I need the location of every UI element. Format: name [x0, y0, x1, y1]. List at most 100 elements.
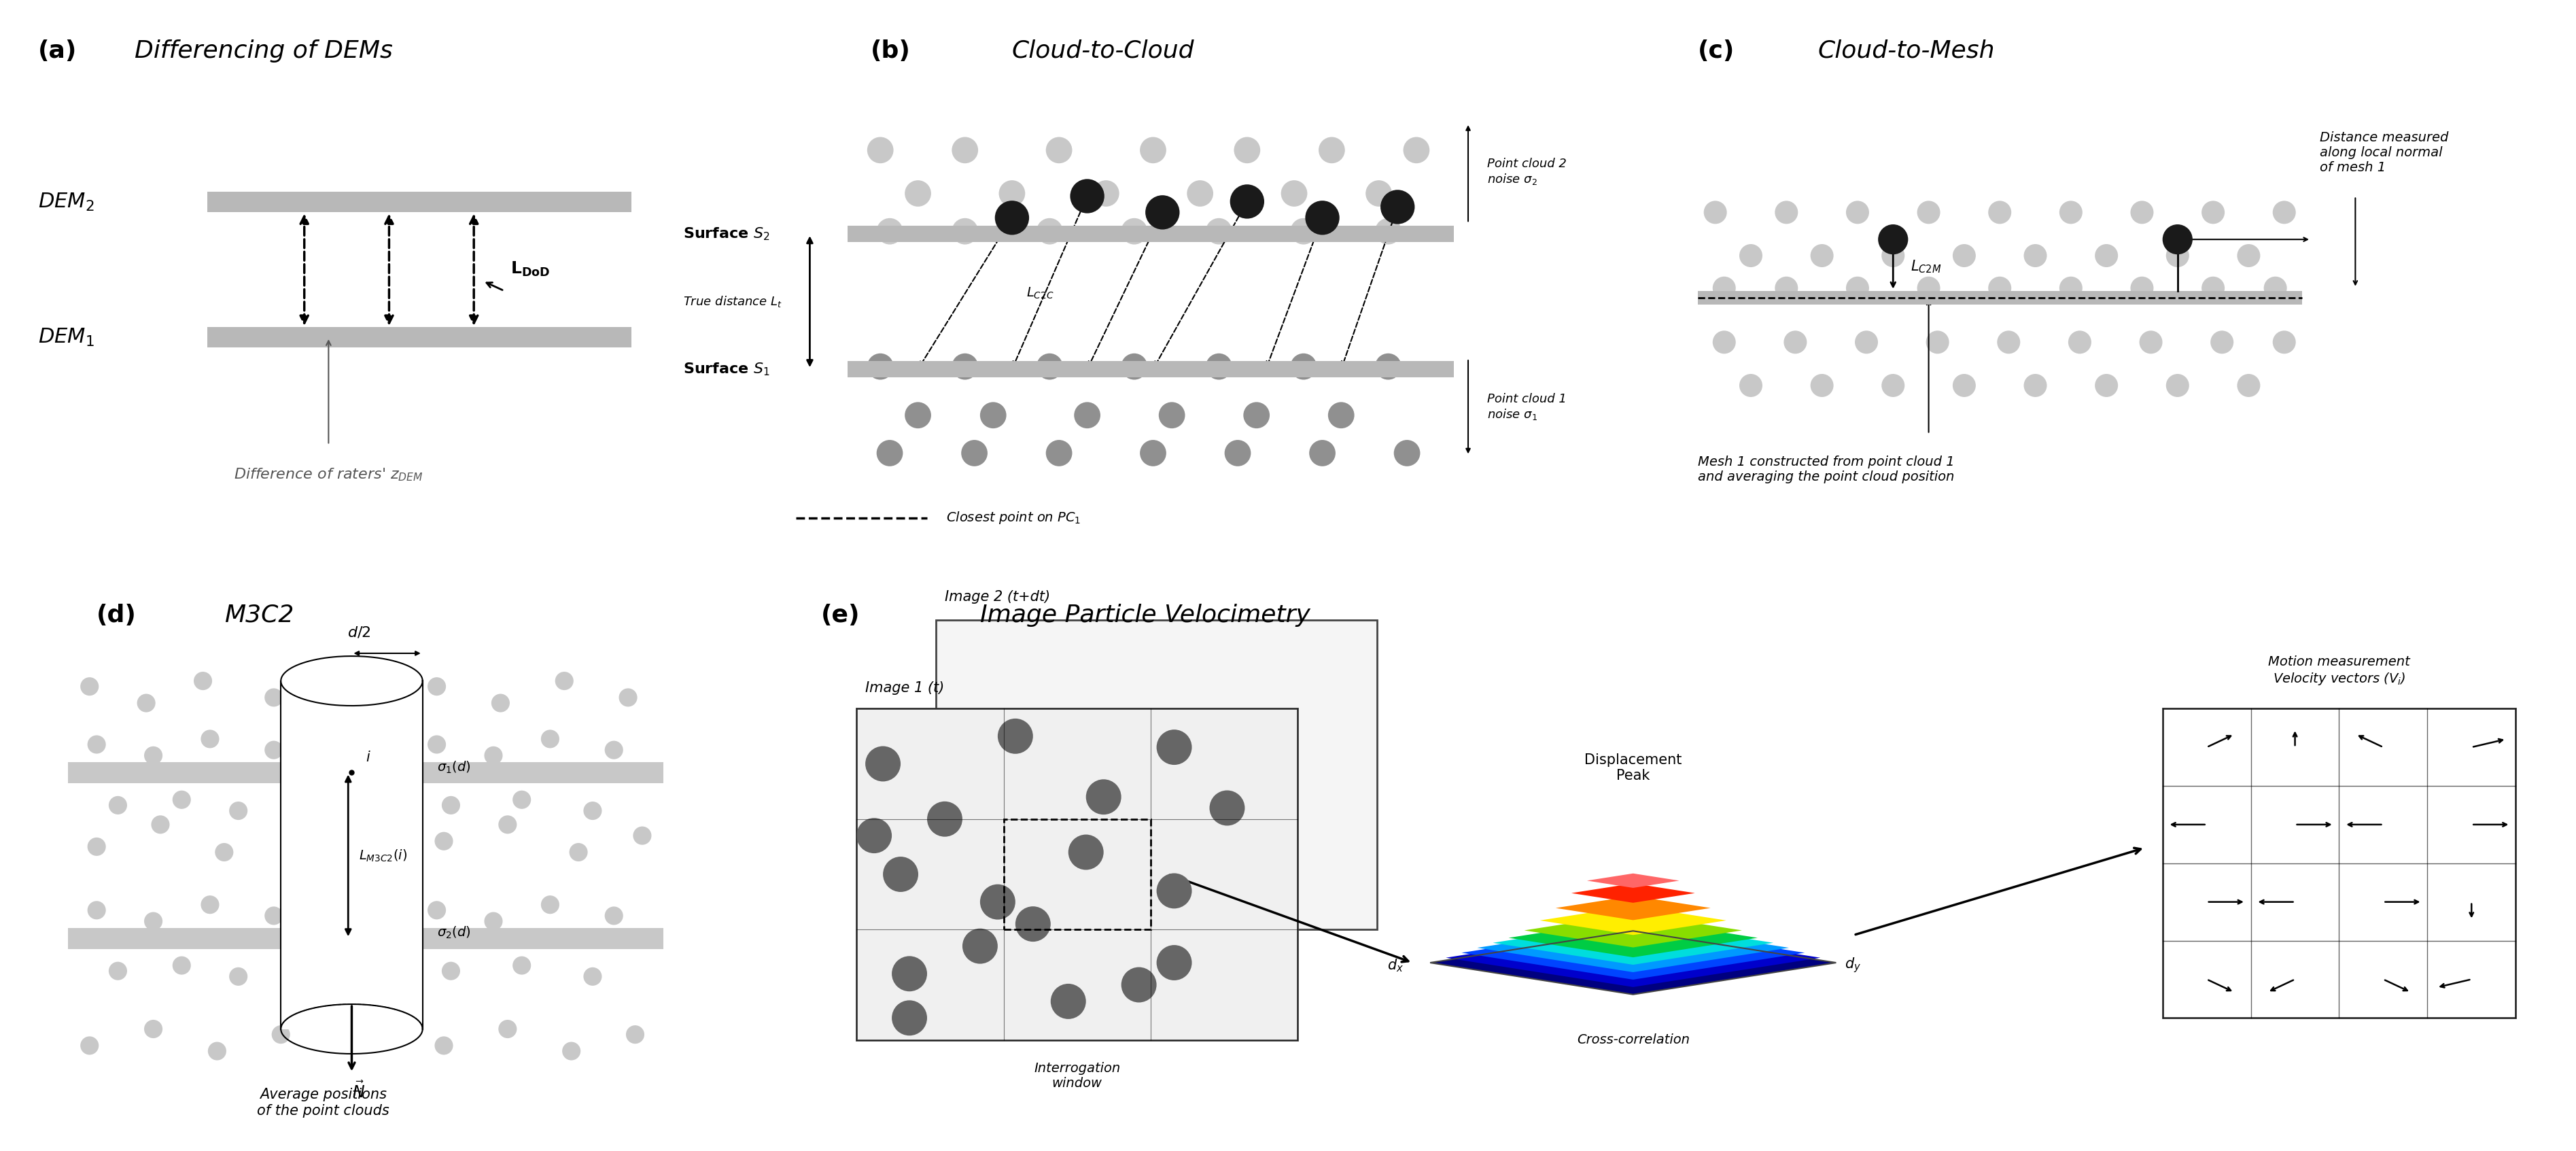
Ellipse shape [1157, 945, 1193, 981]
Ellipse shape [1327, 402, 1355, 428]
Ellipse shape [2161, 224, 2192, 254]
Ellipse shape [80, 677, 98, 695]
Ellipse shape [513, 791, 531, 809]
Text: $\sigma_1(d)$: $\sigma_1(d)$ [438, 760, 471, 775]
Ellipse shape [1783, 330, 1806, 353]
Text: Displacement
Peak: Displacement Peak [1584, 753, 1682, 783]
Ellipse shape [626, 1026, 644, 1044]
Ellipse shape [541, 895, 559, 914]
Ellipse shape [1291, 353, 1316, 380]
Ellipse shape [2069, 330, 2092, 353]
Ellipse shape [618, 688, 636, 707]
Ellipse shape [2058, 200, 2081, 224]
Bar [1002, 820, 1151, 930]
Ellipse shape [1208, 791, 1244, 825]
Ellipse shape [1306, 200, 1340, 235]
Ellipse shape [497, 1020, 518, 1038]
Text: $\mathit{DEM}_2$: $\mathit{DEM}_2$ [39, 191, 93, 213]
Ellipse shape [605, 741, 623, 760]
Ellipse shape [229, 801, 247, 820]
Ellipse shape [1146, 196, 1180, 229]
Bar [848, 361, 1453, 378]
Text: (e): (e) [822, 603, 860, 626]
Ellipse shape [1844, 200, 1868, 224]
Ellipse shape [1878, 224, 1909, 254]
Ellipse shape [951, 353, 979, 380]
Ellipse shape [582, 801, 603, 820]
Ellipse shape [173, 956, 191, 975]
Ellipse shape [1291, 219, 1316, 244]
Ellipse shape [2200, 276, 2223, 299]
Text: Interrogation
window: Interrogation window [1033, 1062, 1121, 1090]
Ellipse shape [1157, 874, 1193, 908]
Ellipse shape [1069, 834, 1103, 870]
Ellipse shape [562, 1042, 580, 1060]
Text: Point cloud 2
noise $\sigma_2$: Point cloud 2 noise $\sigma_2$ [1486, 158, 1566, 186]
Text: $d_y$: $d_y$ [1844, 956, 1860, 975]
Ellipse shape [997, 718, 1033, 754]
Ellipse shape [1924, 330, 1947, 353]
Ellipse shape [1365, 181, 1391, 206]
Ellipse shape [108, 962, 126, 981]
Ellipse shape [1989, 276, 2012, 299]
Ellipse shape [1121, 967, 1157, 1003]
Ellipse shape [961, 929, 997, 963]
Bar [1698, 291, 2300, 304]
Text: (a): (a) [39, 39, 77, 62]
Bar [206, 327, 631, 348]
Bar [281, 681, 422, 1029]
Ellipse shape [1811, 244, 1834, 267]
Ellipse shape [1206, 219, 1231, 244]
Text: True distance $L_t$: True distance $L_t$ [683, 295, 783, 308]
Ellipse shape [144, 746, 162, 764]
Ellipse shape [1188, 181, 1213, 206]
Polygon shape [1445, 929, 1819, 988]
Text: Surface $S_1$: Surface $S_1$ [683, 361, 770, 378]
Ellipse shape [1244, 402, 1270, 428]
Text: $L_{C2C}$: $L_{C2C}$ [1025, 287, 1054, 300]
Bar [67, 762, 665, 783]
Ellipse shape [2130, 276, 2154, 299]
Ellipse shape [1880, 374, 1904, 397]
Polygon shape [1430, 931, 1837, 994]
Polygon shape [1461, 925, 1803, 980]
Ellipse shape [2272, 200, 2295, 224]
Ellipse shape [209, 1042, 227, 1060]
Text: $d/2$: $d/2$ [348, 625, 371, 640]
Ellipse shape [2264, 276, 2287, 299]
Ellipse shape [1376, 219, 1401, 244]
Polygon shape [1556, 895, 1710, 920]
Polygon shape [1476, 923, 1788, 973]
Ellipse shape [2200, 200, 2223, 224]
Text: (c): (c) [1698, 39, 1734, 62]
Ellipse shape [440, 962, 461, 981]
Ellipse shape [1739, 244, 1762, 267]
Ellipse shape [541, 730, 559, 748]
Ellipse shape [1703, 200, 1726, 224]
Ellipse shape [1036, 353, 1061, 380]
Ellipse shape [884, 856, 917, 892]
Ellipse shape [1159, 402, 1185, 428]
Text: $\sigma_2(d)$: $\sigma_2(d)$ [438, 925, 471, 940]
Ellipse shape [484, 912, 502, 930]
Text: Closest point on $PC_1$: Closest point on $PC_1$ [945, 510, 1082, 526]
Ellipse shape [1139, 440, 1167, 466]
Ellipse shape [1234, 137, 1260, 163]
Ellipse shape [891, 956, 927, 991]
Ellipse shape [144, 1020, 162, 1038]
Ellipse shape [497, 815, 518, 833]
Ellipse shape [866, 746, 902, 782]
Text: $L_{M3C2}(i)$: $L_{M3C2}(i)$ [358, 848, 407, 863]
Ellipse shape [951, 137, 979, 163]
Text: Image 2 (t+dt): Image 2 (t+dt) [945, 590, 1051, 603]
Ellipse shape [1855, 330, 1878, 353]
Ellipse shape [2236, 244, 2259, 267]
Ellipse shape [927, 801, 963, 837]
Ellipse shape [201, 730, 219, 748]
Ellipse shape [1917, 200, 1940, 224]
Ellipse shape [2022, 374, 2045, 397]
Ellipse shape [214, 843, 234, 861]
Ellipse shape [435, 1036, 453, 1054]
Ellipse shape [582, 967, 603, 985]
Text: $i$: $i$ [366, 750, 371, 764]
